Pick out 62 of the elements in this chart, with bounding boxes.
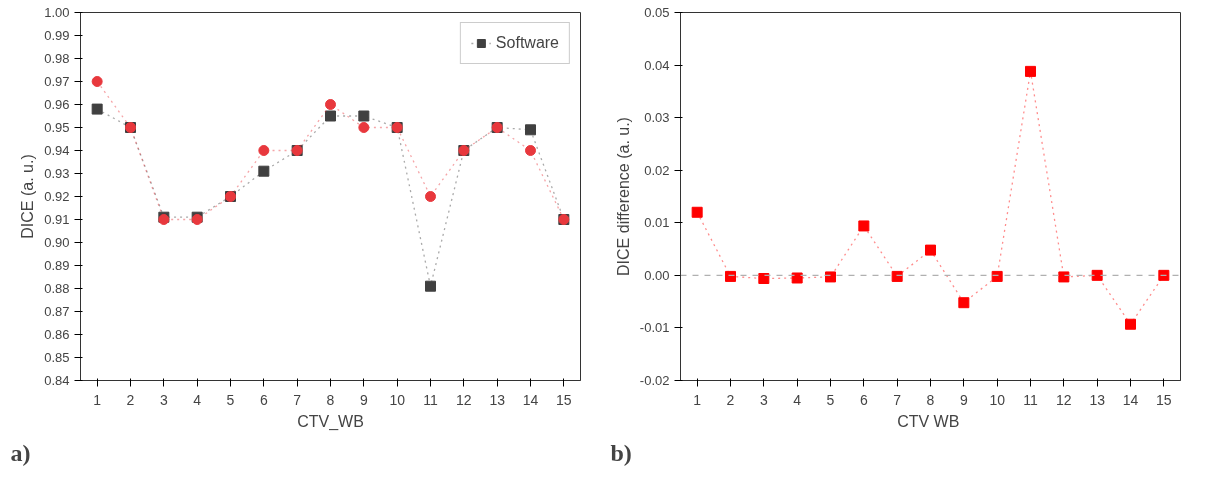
x-tick-label: 1 (93, 391, 102, 408)
y-tick-label: 0.95 (44, 120, 70, 135)
x-tick-label: 10 (389, 391, 406, 408)
y-axis-title: DICE difference (a. u.) (614, 117, 632, 276)
x-tick-label: 5 (226, 391, 235, 408)
x-tick-label: 4 (793, 391, 802, 408)
text: b) (610, 439, 632, 466)
x-tick-label: 13 (489, 391, 506, 408)
x-tick-label: 12 (456, 391, 472, 408)
x-tick-label: 2 (126, 391, 135, 408)
x-tick-label: 4 (193, 391, 202, 408)
y-tick-label: 0.01 (644, 215, 670, 231)
x-tick-label: 8 (326, 391, 335, 408)
y-tick-label: -0.01 (639, 320, 670, 336)
x-tick-label: 1 (693, 391, 702, 408)
y-tick-label: 0.88 (44, 281, 70, 296)
y-tick-label: 0.93 (44, 166, 70, 181)
y-tick-label: 0.05 (644, 5, 670, 20)
y-tick-label: 1.00 (44, 5, 70, 20)
y-tick-label: 0.98 (44, 51, 70, 66)
x-tick-label: 9 (359, 391, 368, 408)
y-tick-label: 0.86 (44, 327, 70, 342)
x-axis-title: CTV_WB (297, 412, 364, 431)
y-tick-label: 0.85 (44, 350, 70, 365)
y-tick-label: 0.89 (44, 258, 70, 273)
y-tick-label: 0.91 (44, 212, 70, 227)
x-tick-label: 14 (522, 391, 539, 408)
x-tick-label: 11 (423, 391, 438, 408)
x-axis-title: CTV WB (897, 412, 960, 430)
y-tick-label: 0.96 (44, 97, 70, 112)
y-axis-title: DICE (a. u.) (19, 154, 37, 239)
x-tick-label: 9 (959, 391, 968, 408)
y-tick-label: 0.84 (44, 373, 70, 388)
y-tick-label: 0.04 (644, 57, 670, 73)
x-tick-label: 6 (259, 391, 268, 408)
x-tick-label: 3 (759, 391, 768, 408)
y-tick-label: -0.02 (639, 373, 670, 388)
x-tick-label: 15 (1156, 391, 1172, 408)
text: a) (10, 439, 31, 466)
x-tick-label: 6 (859, 391, 868, 408)
legend-label: Software (495, 34, 559, 52)
y-tick-label: 0.00 (644, 267, 670, 283)
x-tick-label: 11 (1023, 391, 1038, 408)
x-tick-label: 14 (1122, 391, 1139, 408)
x-tick-label: 7 (293, 391, 302, 408)
x-tick-label: 13 (1089, 391, 1106, 408)
y-tick-label: 0.92 (44, 189, 70, 204)
y-tick-label: 0.97 (44, 74, 70, 89)
y-tick-label: 0.02 (644, 162, 670, 178)
x-tick-label: 5 (826, 391, 835, 408)
y-tick-label: 0.03 (644, 110, 670, 126)
y-tick-label: 0.87 (44, 304, 70, 319)
y-tick-label: 0.90 (44, 235, 70, 250)
x-tick-label: 15 (556, 391, 572, 408)
y-tick-label: 0.94 (44, 143, 70, 158)
x-tick-label: 7 (893, 391, 902, 408)
x-tick-label: 10 (989, 391, 1006, 408)
x-tick-label: 8 (926, 391, 935, 408)
y-tick-label: 0.99 (44, 28, 70, 43)
x-tick-label: 2 (726, 391, 735, 408)
x-tick-label: 12 (1056, 391, 1072, 408)
x-tick-label: 3 (159, 391, 168, 408)
